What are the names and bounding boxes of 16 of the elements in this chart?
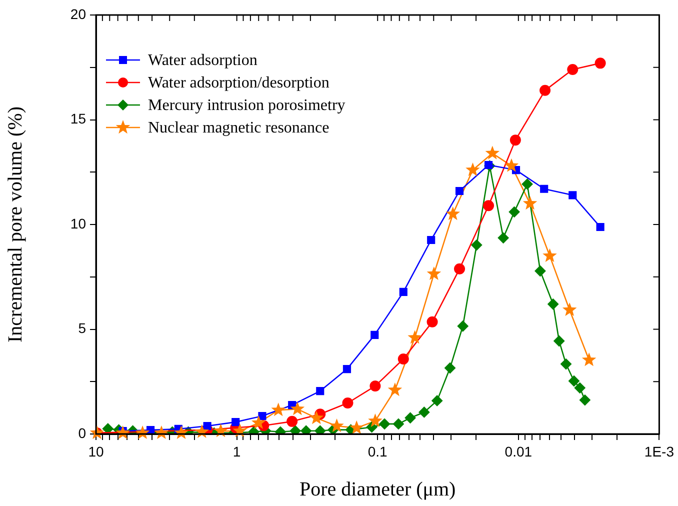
legend-label: Nuclear magnetic resonance (148, 120, 330, 137)
x-axis-title: Pore diameter (μm) (299, 478, 456, 500)
x-tick-label: 0.01 (504, 443, 532, 460)
x-tick-label: 10 (88, 443, 104, 460)
x-tick-label: 0.1 (368, 443, 388, 460)
legend-label: Mercury intrusion porosimetry (148, 97, 346, 114)
y-tick-label: 5 (78, 320, 86, 336)
x-tick-label: 1 (232, 443, 241, 460)
legend-label: Water adsorption/desorption (148, 74, 330, 92)
y-tick-label: 10 (70, 215, 86, 232)
legend-label: Water adsorption (148, 52, 258, 70)
y-tick-label: 0 (78, 424, 86, 441)
y-tick-label: 20 (70, 6, 86, 22)
x-tick-label: 1E-3 (644, 443, 674, 460)
y-axis-title: Incremental pore volume (%) (4, 106, 26, 343)
y-tick-label: 15 (70, 110, 86, 127)
